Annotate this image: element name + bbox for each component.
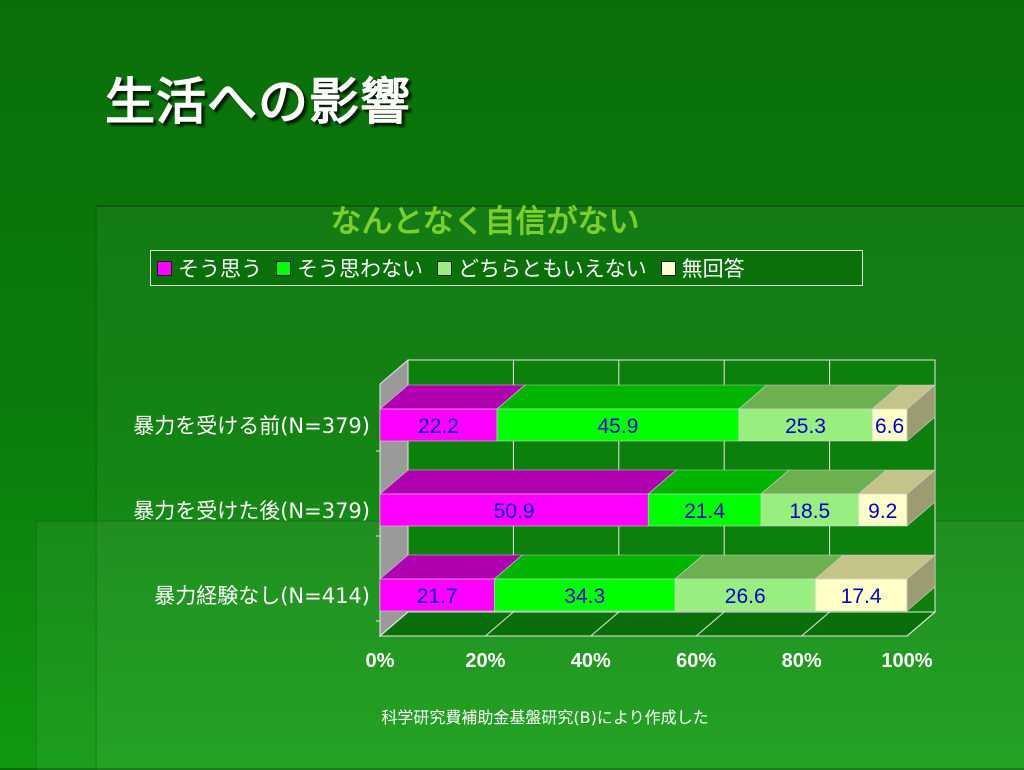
legend-label-agree: そう思う — [178, 257, 262, 281]
bar-segment — [647, 493, 762, 527]
bar-segment — [738, 408, 873, 442]
legend-item-no-answer: 無回答 — [660, 253, 745, 283]
legend-swatch-agree — [157, 260, 172, 276]
data-label: 50.9 — [494, 500, 535, 523]
category-label: 暴力を受けた後(N=379) — [133, 499, 370, 523]
bar-segment — [496, 408, 740, 442]
bar-segment-top — [496, 384, 768, 410]
legend-label-neutral: どちらともいえない — [458, 257, 647, 281]
category-label: 暴力経験なし(N=414) — [154, 584, 370, 608]
legend-item-agree: そう思う — [157, 253, 262, 283]
legend-swatch-neutral — [437, 260, 452, 276]
x-tick-label: 40% — [571, 650, 611, 672]
bar-segment-top — [493, 554, 704, 580]
data-label: 6.6 — [875, 415, 904, 438]
floor-gridline — [485, 611, 514, 637]
data-label: 45.9 — [598, 415, 639, 438]
chart-floor — [378, 611, 937, 637]
bar-segment-top — [674, 554, 845, 580]
legend-label-disagree: そう思わない — [297, 257, 423, 281]
bar-segment — [760, 493, 859, 527]
legend-item-neutral: どちらともいえない — [437, 253, 647, 283]
floor-gridline — [695, 611, 725, 637]
data-label: 18.5 — [789, 500, 830, 523]
source-note: 科学研究費補助金基盤研究(B)により作成した — [381, 708, 709, 727]
bar-segment — [815, 578, 908, 612]
floor-gridline — [590, 611, 620, 637]
legend-swatch-disagree — [276, 260, 291, 276]
data-label: 21.7 — [417, 585, 458, 608]
x-tick-label: 60% — [676, 650, 716, 672]
x-tick-label: 0% — [366, 650, 395, 672]
data-label: 21.4 — [684, 500, 725, 523]
category-label: 暴力を受ける前(N=379) — [133, 414, 370, 438]
bar-end-face — [906, 469, 936, 527]
data-label: 34.3 — [564, 585, 605, 608]
legend-item-disagree: そう思わない — [276, 253, 423, 283]
bar-end-face — [906, 384, 936, 442]
bar-segment — [379, 493, 649, 527]
chart-legend: そう思う そう思わない どちらともいえない 無回答 — [150, 250, 863, 286]
legend-swatch-no-answer — [660, 260, 676, 276]
bar-segment — [871, 408, 908, 442]
bar-segment — [858, 493, 908, 527]
data-label: 26.6 — [725, 585, 766, 608]
data-label: 22.2 — [418, 415, 459, 438]
data-label: 17.4 — [841, 585, 882, 608]
bar-end-face — [906, 554, 936, 612]
bar-segment — [379, 578, 495, 612]
x-tick-label: 20% — [465, 650, 505, 672]
x-tick-label: 100% — [881, 650, 932, 672]
bar-segment — [379, 408, 498, 442]
floor-gridline — [379, 611, 409, 637]
floor-gridline — [801, 611, 830, 637]
legend-label-no-answer: 無回答 — [681, 257, 745, 281]
bar-segment — [494, 578, 676, 612]
data-label: 9.2 — [868, 500, 897, 523]
floor-gridline — [906, 611, 936, 637]
data-label: 25.3 — [785, 415, 826, 438]
bar-segment-top — [379, 469, 678, 495]
chart-title: なんとなく自信がない — [330, 204, 640, 240]
x-tick-label: 80% — [782, 650, 822, 672]
slide-title: 生活への影響 — [105, 73, 411, 131]
